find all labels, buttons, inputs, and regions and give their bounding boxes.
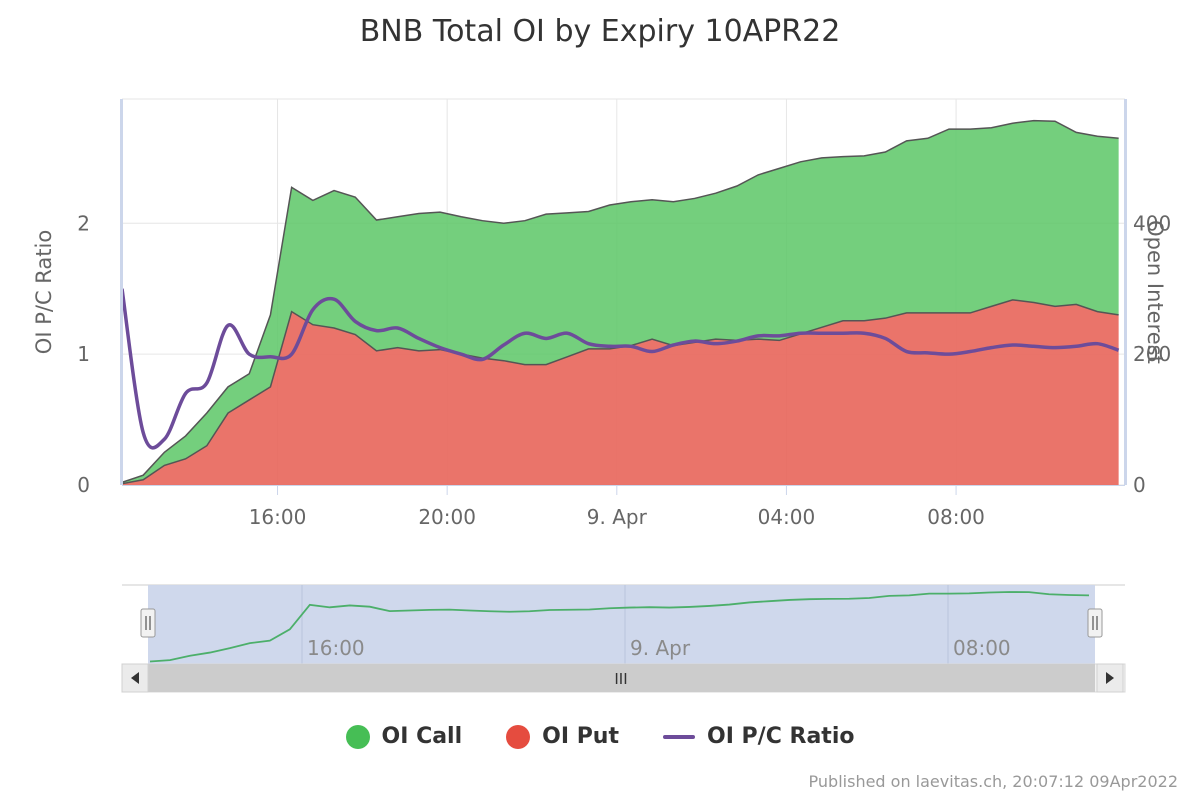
x-tick-label: 04:00 — [758, 505, 816, 529]
legend-marker-oi-call — [345, 724, 370, 749]
handle-body — [140, 608, 156, 638]
series-oi-call-area — [122, 120, 1119, 484]
left-axis-title: OI P/C Ratio — [32, 229, 56, 355]
navigator-series-line — [149, 591, 1090, 663]
navigator-tick-label: 08:00 — [953, 636, 1011, 660]
y-left-tick-label: 2 — [77, 211, 90, 235]
scroll-right-arrow-icon — [1106, 672, 1114, 684]
navigator-right-handle[interactable] — [1087, 608, 1103, 638]
y-right-tick-label: 200 — [1133, 342, 1171, 366]
handle-body — [1087, 608, 1103, 638]
x-tick-label: 20:00 — [418, 505, 476, 529]
legend-item-oi-put[interactable]: OI Put — [506, 724, 619, 749]
legend-label-oi-put: OI Put — [542, 724, 619, 749]
series-oi-pc-ratio-line — [120, 288, 1120, 450]
x-tick-label: 9. Apr — [587, 505, 648, 529]
y-left-tick-label: 1 — [77, 342, 90, 366]
x-tick-label: 16:00 — [249, 505, 307, 529]
navigator-tick-label: 9. Apr — [630, 636, 691, 660]
legend-item-oi-call[interactable]: OI Call — [345, 724, 463, 749]
legend-marker-oi-put — [506, 724, 531, 749]
x-tick-label: 08:00 — [927, 505, 985, 529]
y-right-tick-label: 400 — [1133, 211, 1171, 235]
legend-item-oi-pc-ratio[interactable]: OI P/C Ratio — [663, 724, 854, 749]
navigator-tick-label: 16:00 — [307, 636, 365, 660]
series-oi-put-area — [122, 299, 1119, 485]
y-left-tick-label: 0 — [77, 473, 90, 497]
legend-label-oi-pc-ratio: OI P/C Ratio — [707, 724, 855, 749]
right-axis-line — [1124, 99, 1127, 485]
y-right-tick-label: 0 — [1133, 473, 1146, 497]
chart-legend: OI Call OI Put OI P/C Ratio — [0, 724, 1200, 749]
series-oi-call-outline — [121, 119, 1119, 484]
navigator-selected-range — [148, 585, 1095, 664]
scrollbar-grip-text: III — [614, 670, 627, 688]
scrollbar-thumb[interactable] — [148, 664, 1095, 692]
credit-text[interactable]: Published on laevitas.ch, 20:07:12 09Apr… — [808, 772, 1178, 791]
navigator-left-handle[interactable] — [140, 608, 156, 638]
legend-label-oi-call: OI Call — [381, 724, 463, 749]
legend-marker-oi-pc-ratio — [663, 734, 695, 739]
left-axis-line — [120, 99, 123, 485]
scroll-left-arrow-icon — [131, 672, 139, 684]
chart-title: BNB Total OI by Expiry 10APR22 — [359, 14, 841, 49]
scrollbar-right-button[interactable] — [1096, 663, 1124, 693]
right-axis-title: Open Interest — [1143, 220, 1167, 364]
